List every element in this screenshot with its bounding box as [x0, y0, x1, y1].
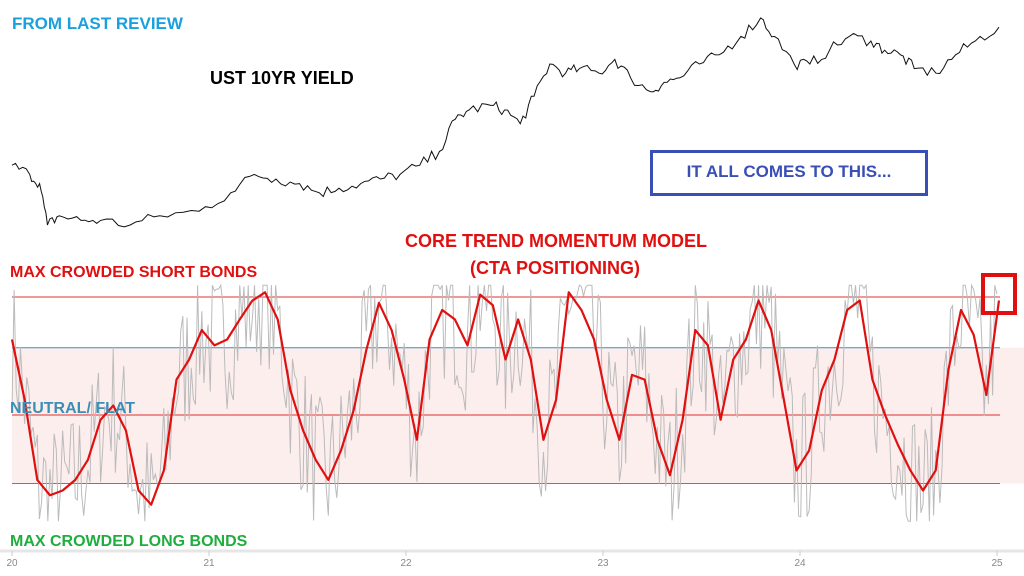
callout-box [650, 150, 928, 196]
raw-signal-line [11, 283, 998, 522]
model-subtitle: (CTA POSITIONING) [470, 258, 640, 278]
model-title: CORE TREND MOMENTUM MODEL [405, 231, 707, 251]
max-short-label: MAX CROWDED SHORT BONDS [10, 264, 258, 281]
x-tick-label: 21 [203, 558, 215, 569]
x-tick-label: 24 [794, 558, 806, 569]
x-tick-label: 22 [400, 558, 412, 569]
yield-title: UST 10YR YIELD [210, 68, 354, 88]
x-tick-label: 25 [991, 558, 1003, 569]
highlight-box [981, 273, 1017, 315]
neutral-band [12, 347, 1024, 484]
max-long-label: MAX CROWDED LONG BONDS [10, 533, 248, 550]
x-tick-label: 23 [597, 558, 609, 569]
neutral-label: NEUTRAL/ FLAT [10, 400, 136, 417]
from-last-review-label: FROM LAST REVIEW [12, 14, 183, 33]
callout-text: IT ALL COMES TO THIS... [686, 162, 892, 181]
x-tick-label: 20 [6, 558, 18, 569]
